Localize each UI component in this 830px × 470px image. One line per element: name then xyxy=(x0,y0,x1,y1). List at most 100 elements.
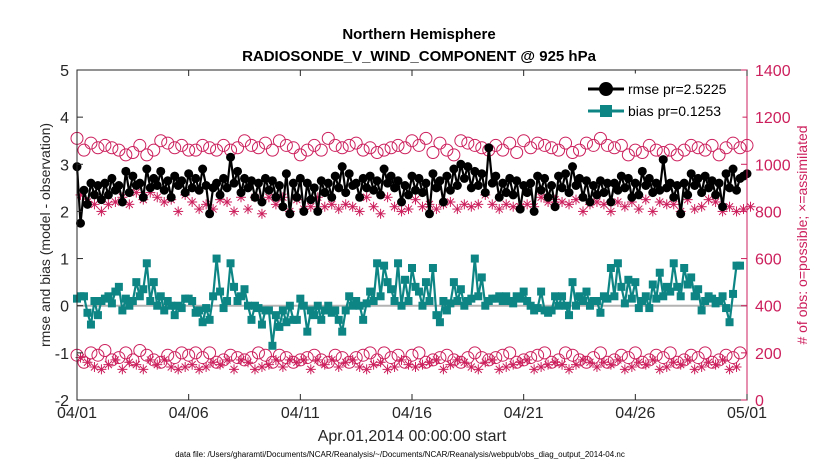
rmse-marker xyxy=(683,190,693,200)
bias-marker xyxy=(627,294,636,303)
obs-assimilated-low-marker xyxy=(145,354,156,365)
obs-possible-low-marker xyxy=(140,348,154,362)
rmse-marker xyxy=(152,181,162,190)
obs-possible-low-marker xyxy=(98,344,112,357)
obs-possible-low-marker xyxy=(189,346,203,360)
obs-assimilated-low-marker xyxy=(403,359,414,370)
obs-possible-marker xyxy=(705,138,719,152)
rmse-marker xyxy=(697,188,707,198)
rmse-marker xyxy=(700,171,710,181)
obs-assimilated-low-marker xyxy=(215,359,226,370)
asterisk-stroke xyxy=(634,205,643,213)
obs-possible-marker xyxy=(210,143,224,157)
asterisk-stroke xyxy=(474,200,483,209)
rmse-marker xyxy=(79,185,89,195)
asterisk-stroke xyxy=(97,207,106,216)
bias-marker xyxy=(132,278,141,287)
rmse-marker xyxy=(390,183,400,193)
bias-marker xyxy=(212,254,221,263)
x-tick-label: 04/26 xyxy=(615,405,655,422)
asterisk-stroke xyxy=(404,205,413,213)
bias-marker xyxy=(722,304,731,313)
obs-assimilated-low-marker xyxy=(319,359,330,370)
y-right-tick-label: 400 xyxy=(755,299,782,316)
obs-possible-marker xyxy=(356,143,370,157)
asterisk-stroke xyxy=(697,363,706,371)
obs-possible-marker xyxy=(335,141,349,155)
obs-possible-marker xyxy=(698,143,712,157)
bias-marker xyxy=(736,261,745,270)
x-tick-label: 04/21 xyxy=(504,405,544,422)
asterisk-stroke xyxy=(286,356,294,364)
bias-marker xyxy=(453,297,462,305)
rmse-marker xyxy=(198,164,208,174)
rmse-marker xyxy=(365,171,375,181)
rmse-marker xyxy=(505,173,515,183)
bias-marker xyxy=(613,259,622,268)
obs-possible-marker xyxy=(419,131,433,145)
obs-possible-marker xyxy=(300,143,314,157)
obs-possible-marker xyxy=(342,138,356,152)
obs-assimilated-low-marker xyxy=(89,362,100,372)
obs-assimilated-marker xyxy=(389,201,400,212)
obs-possible-low-marker xyxy=(391,348,405,362)
bias-marker xyxy=(575,292,584,301)
obs-possible-marker xyxy=(328,138,342,152)
obs-assimilated-marker xyxy=(96,206,107,217)
bias-marker xyxy=(111,287,120,296)
obs-assimilated-low-marker xyxy=(117,364,128,375)
obs-possible-marker xyxy=(321,131,335,145)
bias-marker xyxy=(582,287,591,296)
asterisk-stroke xyxy=(502,200,511,209)
rmse-marker xyxy=(616,171,626,181)
obs-assimilated-low-marker xyxy=(564,364,575,375)
obs-assimilated-marker xyxy=(577,206,588,217)
bias-marker xyxy=(209,292,218,301)
plot-area xyxy=(77,70,747,400)
asterisk-stroke xyxy=(572,195,580,204)
asterisk-stroke xyxy=(523,356,532,364)
obs-possible-low-marker xyxy=(719,348,733,362)
bias-marker xyxy=(170,311,179,320)
rmse-marker xyxy=(240,173,249,183)
bias-marker xyxy=(160,306,169,315)
obs-possible-marker xyxy=(684,138,698,152)
obs-assimilated-marker xyxy=(159,197,170,207)
asterisk-stroke xyxy=(558,198,566,206)
obs-possible-marker xyxy=(217,138,231,152)
rmse-marker xyxy=(250,192,260,202)
asterisk-stroke xyxy=(153,193,162,202)
obs-assimilated-low-marker xyxy=(724,364,735,375)
obs-assimilated-low-marker xyxy=(173,364,184,375)
rmse-marker xyxy=(355,192,365,202)
rmse-marker xyxy=(487,178,497,188)
asterisk-stroke xyxy=(558,360,566,369)
bias-marker xyxy=(338,327,347,336)
asterisk-stroke xyxy=(446,360,455,369)
obs-assimilated-low-marker xyxy=(543,359,554,370)
obs-assimilated-low-marker xyxy=(396,354,407,365)
obs-assimilated-low-marker xyxy=(326,354,337,365)
obs-possible-low-marker xyxy=(272,348,286,362)
bias-marker xyxy=(376,292,385,301)
obs-possible-marker xyxy=(552,143,566,157)
obs-assimilated-marker xyxy=(256,208,267,219)
bias-marker xyxy=(195,306,204,315)
asterisk-stroke xyxy=(306,365,315,374)
asterisk-stroke xyxy=(111,198,120,206)
rmse-marker xyxy=(271,192,281,202)
bias-marker xyxy=(121,294,130,303)
bias-marker xyxy=(467,294,476,303)
obs-assimilated-low-marker xyxy=(696,362,707,372)
obs-possible-marker xyxy=(112,143,126,157)
bias-marker xyxy=(641,292,650,301)
obs-assimilated-marker xyxy=(571,194,582,205)
obs-assimilated-low-marker xyxy=(180,362,191,372)
rmse-marker xyxy=(75,218,85,228)
rmse-marker xyxy=(728,164,738,174)
rmse-marker xyxy=(320,188,330,198)
obs-assimilated-marker xyxy=(340,199,351,210)
rmse-marker xyxy=(410,185,420,195)
bias-marker xyxy=(592,297,601,305)
obs-assimilated-marker xyxy=(375,208,386,219)
